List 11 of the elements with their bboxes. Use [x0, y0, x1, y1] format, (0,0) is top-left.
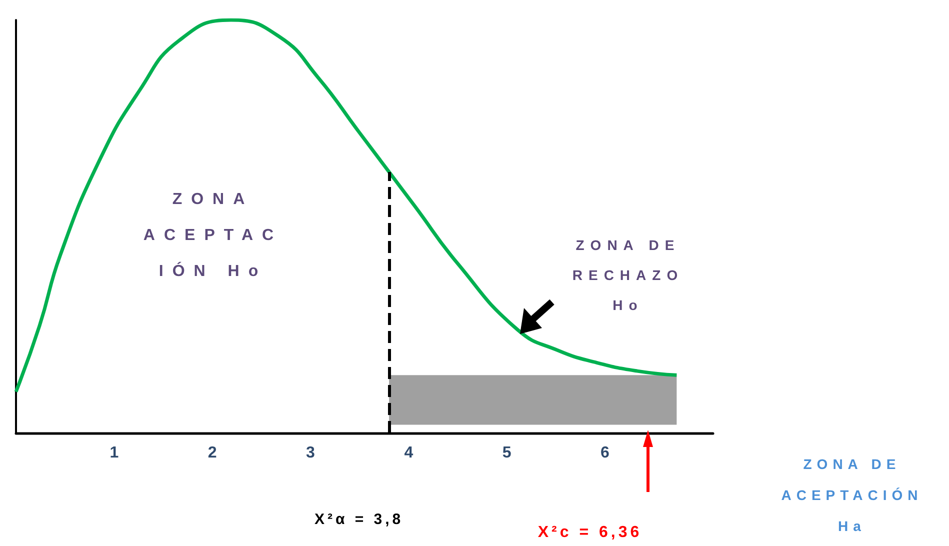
- text: X²c = 6,36: [538, 524, 642, 541]
- annotation: ZONA DE RECHAZO Ho: [572, 237, 684, 313]
- x-tick-label: 3: [306, 444, 316, 462]
- ref-line-label: X²α = 3,8: [314, 511, 404, 528]
- x-tick-label: 4: [404, 444, 414, 462]
- x-tick-label: 2: [208, 444, 217, 462]
- x-tick-label: 6: [600, 444, 610, 462]
- x-tick-label: 1: [110, 444, 119, 462]
- text: ZONA DE ACEPTACIÓN Ha: [781, 456, 923, 534]
- x-tick-label: 5: [502, 444, 512, 462]
- annotation: ZONA ACEPTAC IÓN Ho: [143, 191, 283, 280]
